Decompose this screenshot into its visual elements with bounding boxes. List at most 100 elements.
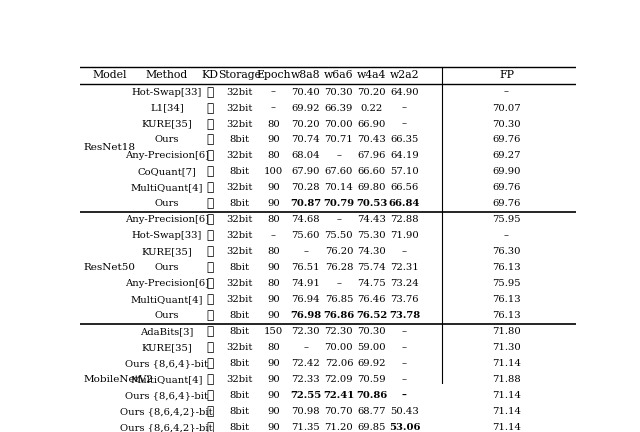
Text: ✓: ✓ xyxy=(206,309,214,322)
Text: ✓: ✓ xyxy=(206,421,214,432)
Text: 75.74: 75.74 xyxy=(357,263,386,272)
Text: 70.30: 70.30 xyxy=(324,88,353,97)
Text: ✗: ✗ xyxy=(206,133,214,146)
Text: 32bit: 32bit xyxy=(227,247,253,256)
Text: 32bit: 32bit xyxy=(227,88,253,97)
Text: 74.91: 74.91 xyxy=(291,279,320,288)
Text: MultiQuant[4]: MultiQuant[4] xyxy=(131,375,203,384)
Text: 76.28: 76.28 xyxy=(324,263,353,272)
Text: 73.24: 73.24 xyxy=(390,279,419,288)
Text: 90: 90 xyxy=(267,407,280,416)
Text: 59.00: 59.00 xyxy=(357,343,386,352)
Text: 70.28: 70.28 xyxy=(291,184,320,192)
Text: Hot-Swap[33]: Hot-Swap[33] xyxy=(132,88,202,97)
Text: ✗: ✗ xyxy=(206,86,214,98)
Text: 66.56: 66.56 xyxy=(390,184,419,192)
Text: 74.30: 74.30 xyxy=(357,247,386,256)
Text: Epoch: Epoch xyxy=(256,70,291,80)
Text: Ours: Ours xyxy=(154,311,179,320)
Text: 66.60: 66.60 xyxy=(358,168,386,176)
Text: 90: 90 xyxy=(267,136,280,144)
Text: 8bit: 8bit xyxy=(230,423,250,432)
Text: 70.87: 70.87 xyxy=(290,199,321,208)
Text: ✗: ✗ xyxy=(206,357,214,370)
Text: 70.40: 70.40 xyxy=(291,88,320,97)
Text: Hot-Swap[33]: Hot-Swap[33] xyxy=(132,231,202,240)
Text: 69.76: 69.76 xyxy=(492,184,521,192)
Text: –: – xyxy=(337,279,341,288)
Text: 70.14: 70.14 xyxy=(324,184,353,192)
Text: –: – xyxy=(402,247,407,256)
Text: ✗: ✗ xyxy=(206,261,214,274)
Text: 76.13: 76.13 xyxy=(492,263,521,272)
Text: 70.98: 70.98 xyxy=(291,407,320,416)
Text: 90: 90 xyxy=(267,359,280,368)
Text: 70.30: 70.30 xyxy=(492,120,521,129)
Text: ✓: ✓ xyxy=(206,197,214,210)
Text: KURE[35]: KURE[35] xyxy=(141,120,192,129)
Text: 70.53: 70.53 xyxy=(356,199,387,208)
Text: ✗: ✗ xyxy=(206,341,214,354)
Text: 70.71: 70.71 xyxy=(324,136,353,144)
Text: ✓: ✓ xyxy=(206,149,214,162)
Text: 90: 90 xyxy=(267,295,280,304)
Text: 80: 80 xyxy=(267,247,280,256)
Text: 32bit: 32bit xyxy=(227,120,253,129)
Text: 64.19: 64.19 xyxy=(390,152,419,160)
Text: Ours {8,6,4}-bit: Ours {8,6,4}-bit xyxy=(125,359,208,368)
Text: –: – xyxy=(504,231,509,240)
Text: 72.55: 72.55 xyxy=(290,391,321,400)
Text: 8bit: 8bit xyxy=(230,359,250,368)
Text: L1[34]: L1[34] xyxy=(150,104,184,113)
Text: 90: 90 xyxy=(267,263,280,272)
Text: 70.70: 70.70 xyxy=(324,407,353,416)
Text: MobileNetV2: MobileNetV2 xyxy=(84,375,154,384)
Text: 66.84: 66.84 xyxy=(388,199,420,208)
Text: 70.07: 70.07 xyxy=(492,104,521,113)
Text: 70.20: 70.20 xyxy=(357,88,386,97)
Text: 74.68: 74.68 xyxy=(291,215,320,224)
Text: 8bit: 8bit xyxy=(230,327,250,336)
Text: ✗: ✗ xyxy=(206,102,214,114)
Text: 71.30: 71.30 xyxy=(492,343,521,352)
Text: 70.00: 70.00 xyxy=(324,120,353,129)
Text: 32bit: 32bit xyxy=(227,375,253,384)
Text: KD: KD xyxy=(202,70,218,80)
Text: 76.86: 76.86 xyxy=(323,311,355,320)
Text: ✗: ✗ xyxy=(206,245,214,258)
Text: Any-Precision[6]: Any-Precision[6] xyxy=(125,152,209,160)
Text: 69.76: 69.76 xyxy=(492,199,521,208)
Text: 69.76: 69.76 xyxy=(492,136,521,144)
Text: KURE[35]: KURE[35] xyxy=(141,343,192,352)
Text: 80: 80 xyxy=(267,343,280,352)
Text: 69.80: 69.80 xyxy=(357,184,386,192)
Text: –: – xyxy=(337,215,341,224)
Text: 70.43: 70.43 xyxy=(357,136,386,144)
Text: 80: 80 xyxy=(267,152,280,160)
Text: 75.60: 75.60 xyxy=(291,231,320,240)
Text: 64.90: 64.90 xyxy=(390,88,419,97)
Text: 71.35: 71.35 xyxy=(291,423,320,432)
Text: 71.14: 71.14 xyxy=(492,391,521,400)
Text: ResNet18: ResNet18 xyxy=(84,143,136,152)
Text: 72.30: 72.30 xyxy=(324,327,353,336)
Text: ✗: ✗ xyxy=(206,213,214,226)
Text: 66.35: 66.35 xyxy=(390,136,419,144)
Text: ✓: ✓ xyxy=(206,277,214,290)
Text: 68.77: 68.77 xyxy=(357,407,386,416)
Text: 71.14: 71.14 xyxy=(492,359,521,368)
Text: MultiQuant[4]: MultiQuant[4] xyxy=(131,184,203,192)
Text: –: – xyxy=(402,343,407,352)
Text: 76.13: 76.13 xyxy=(492,311,521,320)
Text: 32bit: 32bit xyxy=(227,215,253,224)
Text: 150: 150 xyxy=(264,327,283,336)
Text: Ours: Ours xyxy=(154,199,179,208)
Text: 71.14: 71.14 xyxy=(492,423,521,432)
Text: 76.85: 76.85 xyxy=(324,295,353,304)
Text: 32bit: 32bit xyxy=(227,231,253,240)
Text: –: – xyxy=(402,104,407,113)
Text: 72.33: 72.33 xyxy=(291,375,320,384)
Text: w8a8: w8a8 xyxy=(291,70,321,80)
Text: Method: Method xyxy=(146,70,188,80)
Text: ResNet50: ResNet50 xyxy=(84,263,136,272)
